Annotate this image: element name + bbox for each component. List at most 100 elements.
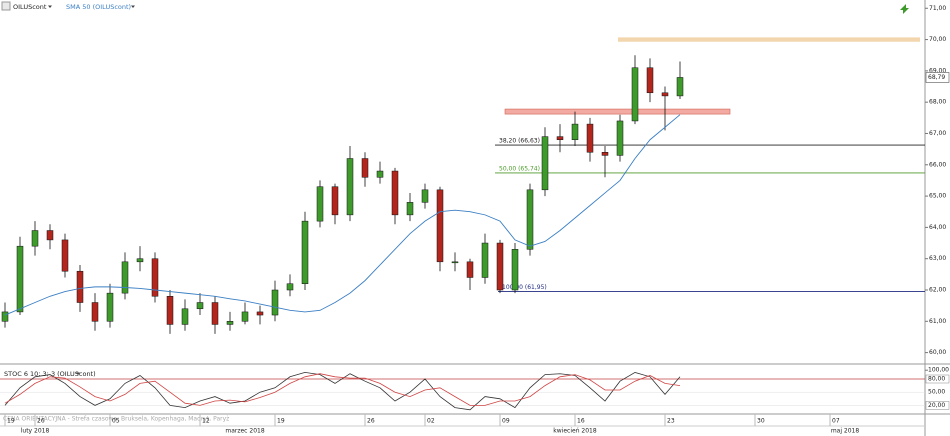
candle-body [151,258,159,297]
candle-body [361,158,369,178]
x-tick-label: 19 [7,418,15,425]
month-label: marzec 2018 [225,428,264,435]
candle-body [271,289,279,316]
candle-body [181,308,189,325]
x-tick-label: 26 [367,418,375,425]
candle-body [511,249,519,291]
candle-body [421,189,429,203]
candle-body [496,242,504,291]
candle-body [391,170,399,216]
stoch-line [4,373,681,406]
candle-body [661,92,669,97]
candle-body [406,202,414,216]
y-tick-label: 70,00 [929,36,946,43]
candle-body [16,245,24,313]
candle-body [76,270,84,303]
candle-body [31,230,39,247]
y-tick-label: 63,00 [929,255,946,262]
zone [618,37,920,42]
dropdown-arrow[interactable] [131,5,135,9]
y-tick-label: 71,00 [929,5,946,12]
candle-body [91,302,99,322]
candle-body [241,311,249,322]
x-tick-label: 16 [577,418,585,425]
stoch-title[interactable]: STOC 6 10; 3; 3 (OILUScont) [4,370,96,378]
x-tick-label: 07 [832,418,840,425]
candle-body [466,261,474,278]
y-tick-label: 62,00 [929,287,946,294]
indicator-label[interactable]: SMA 50 (OILUScont) [66,3,131,11]
candle-body [676,77,684,97]
y-tick-label: 64,00 [929,224,946,231]
x-tick-label: 12 [202,418,210,425]
sma-line [4,114,681,316]
fibo-label: 50,00 (65,74) [499,165,540,172]
candle-body [526,189,534,250]
y-tick-label: 100,00 [928,367,949,374]
y-tick-label: 60,00 [929,349,946,356]
x-tick-label: 23 [667,418,675,425]
last-price-label: 68,79 [928,74,945,81]
stoch-line [4,371,681,411]
candle-body [121,261,129,294]
y-tick-label: 69,00 [929,67,946,74]
candle-body [226,321,234,325]
candle-body [376,170,384,178]
tick-box [925,401,950,410]
candle-body [106,292,114,322]
candle-body [1,311,9,322]
symbol-icon[interactable] [1,1,11,11]
dropdown-arrow[interactable] [48,5,52,9]
y-tick-label: 50,00 [928,389,945,396]
y-tick-label: 65,00 [929,193,946,200]
candle-body [211,302,219,325]
month-label: maj 2018 [831,428,860,435]
fibo-label: 38,20 (66,63) [499,138,540,145]
candle-body [586,123,594,153]
candle-body [61,239,69,272]
trend-icon[interactable] [900,4,909,14]
candle-body [601,152,609,156]
candle-body [136,258,144,263]
candle-body [46,230,54,241]
candle-body [316,186,324,222]
x-tick-label: 30 [757,418,765,425]
y-tick-label: 61,00 [929,318,946,325]
month-label: luty 2018 [21,428,50,435]
x-tick-label: 05 [112,418,120,425]
candle-body [436,189,444,263]
candle-body [571,123,579,140]
x-tick-label: 02 [427,418,435,425]
y-tick-label: 66,00 [929,161,946,168]
x-tick-label: 09 [502,418,510,425]
tick-box [925,374,950,384]
fibo-label: 100,00 (61,95) [502,284,547,291]
y-tick-label: 68,00 [929,99,946,106]
candle-body [481,242,489,278]
candle-body [256,311,264,316]
candle-body [196,302,204,310]
watermark: CENA ORIENTACYJNA - Strefa czasowa: Bruk… [3,416,229,423]
candle-body [301,220,309,284]
candle-body [556,136,564,140]
candle-body [331,186,339,216]
candle-body [616,120,624,156]
month-label: kwiecień 2018 [553,428,597,435]
symbol-label[interactable]: OILUScont [13,3,47,11]
dropdown-arrow[interactable] [76,372,80,376]
candle-body [451,261,459,264]
candle-body [166,296,174,325]
y-tick-label: 80,00 [928,376,945,383]
candle-body [646,67,654,94]
y-tick-label: 20,00 [928,402,945,409]
candle-body [631,67,639,122]
x-tick-label: 19 [277,418,285,425]
candle-body [541,136,549,191]
zone [504,108,731,115]
last-price-box [925,72,950,83]
x-tick-label: 26 [37,418,45,425]
candle-body [286,283,294,291]
